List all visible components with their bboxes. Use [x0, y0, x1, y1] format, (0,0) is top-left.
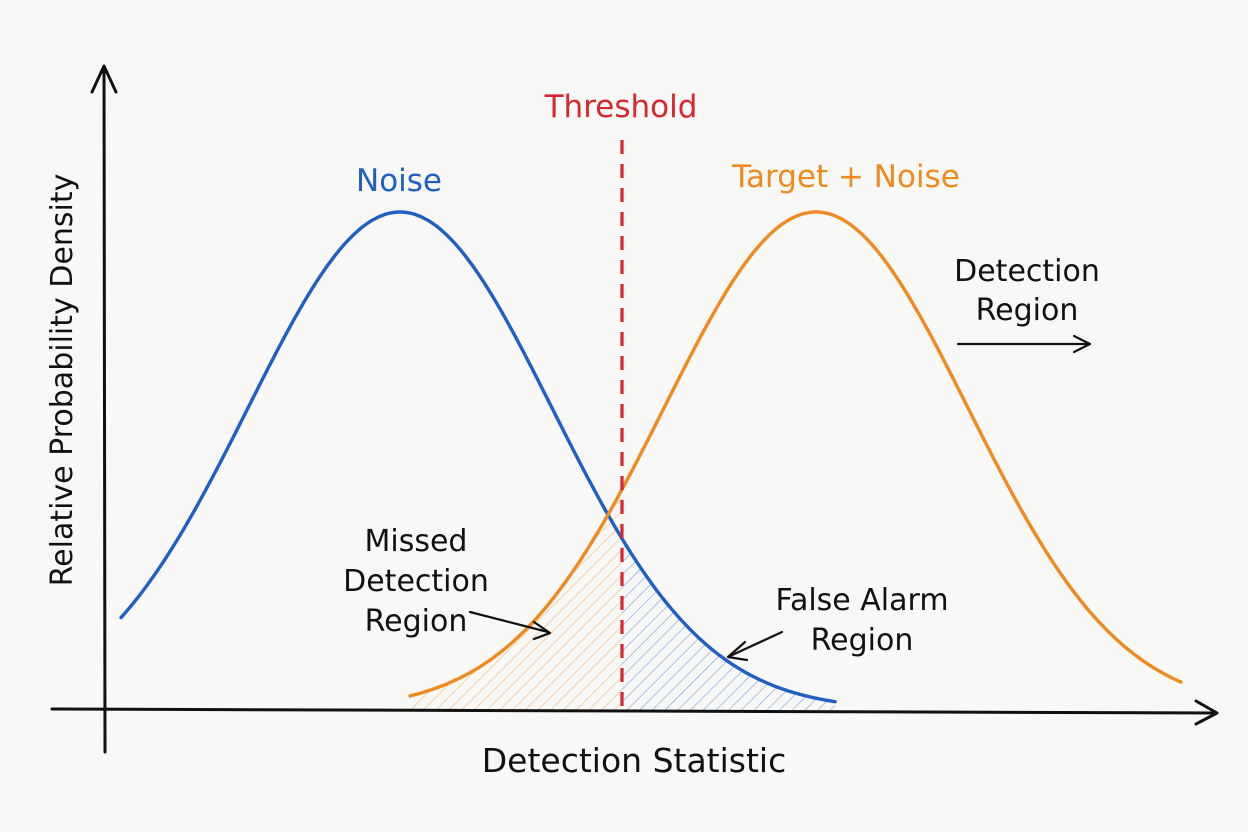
missed-detection-label-line2: Detection — [343, 564, 489, 599]
missed-detection-shaded-area — [410, 489, 622, 710]
missed-detection-arrow — [468, 610, 550, 634]
threshold-label: Threshold — [544, 89, 698, 125]
noise-label: Noise — [356, 163, 442, 199]
y-axis-arrowhead — [90, 64, 118, 94]
noise-curve — [119, 210, 837, 704]
y-axis-label: Relative Probability Density — [45, 174, 80, 587]
false-alarm-label-line1: False Alarm — [775, 583, 948, 618]
missed-detection-label-line3: Region — [365, 604, 468, 639]
detection-region-label-line1: Detection — [954, 254, 1100, 289]
x-axis-line — [50, 707, 1216, 715]
y-axis-line — [102, 66, 107, 754]
detection-region-arrowhead — [1072, 334, 1092, 354]
x-axis-arrowhead — [1194, 699, 1219, 726]
target-noise-curve — [408, 210, 1183, 698]
missed-detection-arrowhead — [532, 620, 552, 641]
target-noise-label: Target + Noise — [731, 159, 960, 195]
false-alarm-arrow — [728, 630, 784, 658]
missed-detection-label-line1: Missed — [365, 524, 468, 559]
false-alarm-arrowhead — [726, 640, 749, 662]
x-axis-label: Detection Statistic — [482, 741, 786, 780]
false-alarm-label-line2: Region — [811, 623, 914, 658]
detection-region-label-line2: Region — [976, 293, 1079, 328]
false-alarm-shaded-area — [622, 538, 835, 710]
